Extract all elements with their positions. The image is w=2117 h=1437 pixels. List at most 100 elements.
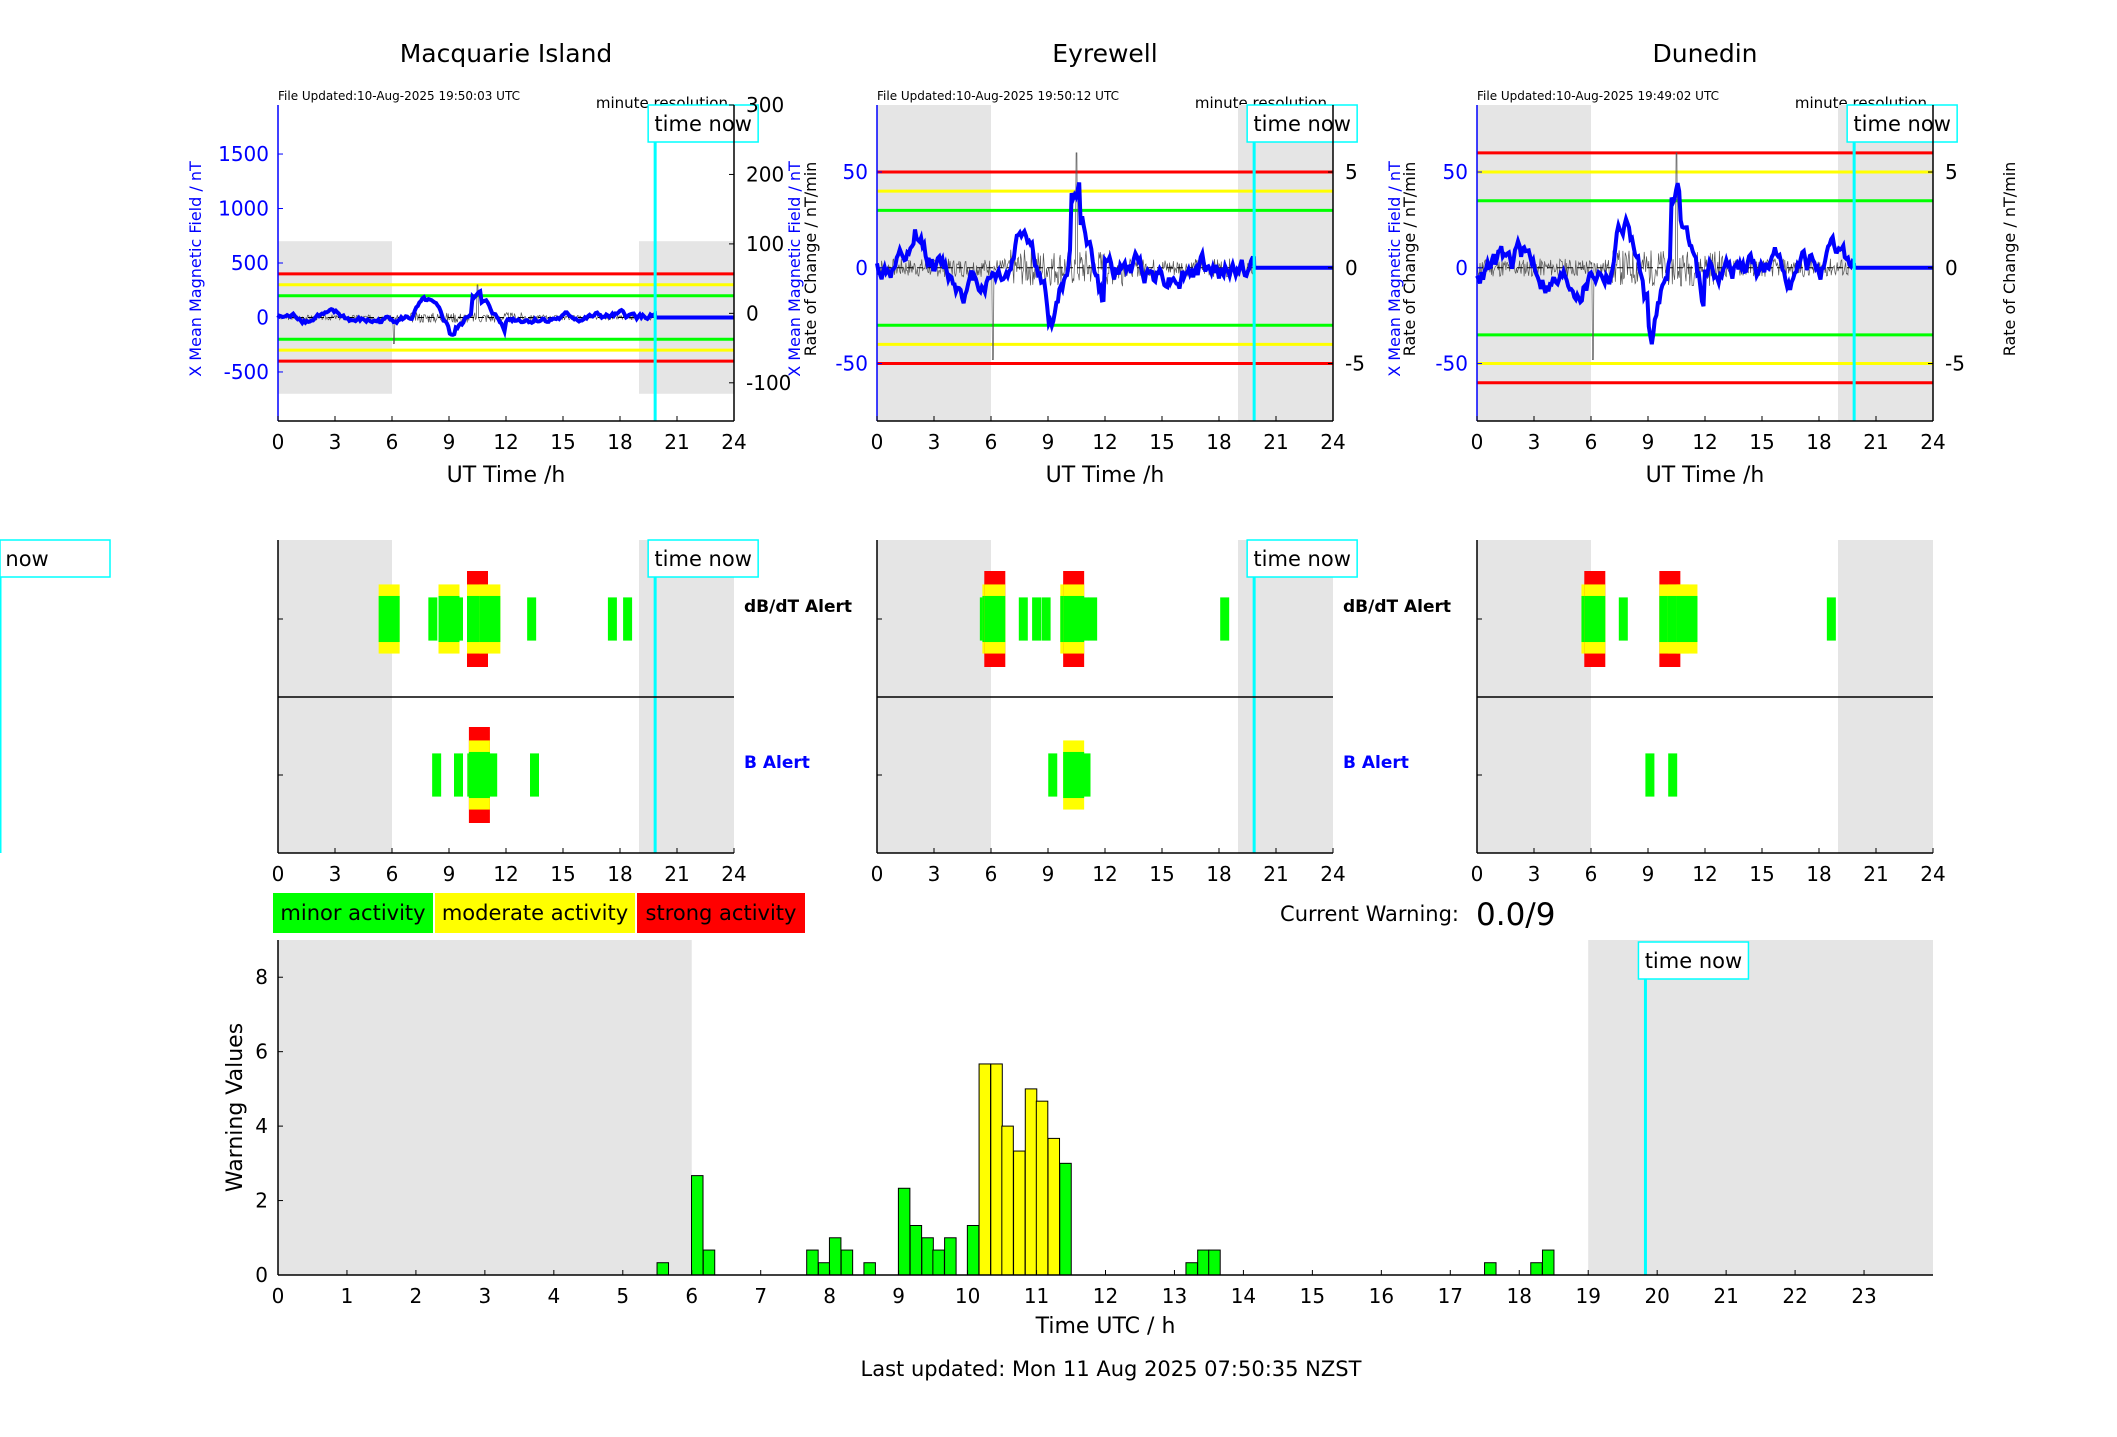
b-alert-bar-minor — [488, 753, 498, 797]
magnetometer-panels: Macquarie Island File Updated:10-Aug-2025… — [186, 39, 2019, 488]
x-tick-label: 6 — [985, 862, 998, 886]
x-tick-label: 12 — [1692, 430, 1717, 454]
left-y-axis-label: X Mean Magnetic Field / nT — [1385, 161, 1404, 377]
x-tick-label: 15 — [550, 862, 575, 886]
dbdt-bar-minor — [1584, 595, 1606, 643]
x-tick-label: 3 — [1528, 862, 1541, 886]
left-tick-label: 0 — [1455, 256, 1468, 280]
b-alert-bar-minor — [432, 753, 442, 797]
left-tick-label: 50 — [843, 160, 868, 184]
x-tick-label: 0 — [272, 862, 285, 886]
x-tick-label: 9 — [1642, 430, 1655, 454]
mean-field-trace — [1475, 182, 1857, 345]
dbdt-bar-minor — [479, 595, 501, 643]
x-tick-label: 0 — [1471, 862, 1484, 886]
x-tick-label: 0 — [1471, 430, 1484, 454]
y-tick-label: 4 — [255, 1114, 268, 1138]
x-tick-label: 3 — [1528, 430, 1541, 454]
x-tick-label: 15 — [1749, 862, 1774, 886]
time-now-label: time now — [1253, 547, 1350, 571]
footer-last-updated: Last updated: Mon 11 Aug 2025 07:50:35 N… — [861, 1357, 1362, 1381]
file-updated-text: File Updated:10-Aug-2025 19:49:02 UTC — [1477, 89, 1719, 103]
x-tick-label: 15 — [1149, 862, 1174, 886]
right-tick-label: 5 — [1945, 160, 1958, 184]
x-tick-label: 3 — [928, 430, 941, 454]
station-title: Dunedin — [1653, 39, 1758, 68]
time-now-label: time now — [1253, 112, 1350, 136]
y-tick-label: 6 — [255, 1040, 268, 1064]
x-tick-label: 8 — [823, 1284, 836, 1308]
x-tick-label: 3 — [329, 862, 342, 886]
time-now-box — [647, 104, 759, 143]
x-tick-label: 0 — [272, 430, 285, 454]
left-tick-label: -50 — [835, 352, 868, 376]
time-now-box — [1846, 104, 1958, 143]
dbdt-bar-minor — [428, 597, 438, 641]
x-tick-label: 3 — [479, 1284, 492, 1308]
legend-minor-label: minor activity — [280, 901, 425, 925]
warning-bar — [1185, 1262, 1198, 1276]
x-tick-label: 0 — [272, 1284, 285, 1308]
rate-of-change-trace — [1476, 152, 1855, 361]
station-panel: Macquarie Island File Updated:10-Aug-2025… — [186, 39, 820, 488]
current-warning-value: 0.0/9 — [1476, 897, 1555, 933]
left-tick-label: 50 — [1443, 160, 1468, 184]
b-alert-bar-minor — [1668, 753, 1678, 797]
x-tick-label: 24 — [1920, 862, 1945, 886]
warning-bar — [966, 1224, 980, 1276]
warning-bar — [828, 1237, 842, 1276]
x-tick-label: 9 — [1042, 430, 1055, 454]
left-tick-label: -500 — [224, 360, 269, 384]
legend-minor-swatch — [273, 893, 433, 933]
mean-field-trace — [875, 182, 1257, 334]
x-tick-label: 18 — [1507, 1284, 1532, 1308]
warning-bar — [1059, 1162, 1072, 1276]
x-tick-label: 9 — [1042, 862, 1055, 886]
dbdt-bar-minor — [1088, 597, 1098, 641]
left-tick-label: 1000 — [218, 197, 269, 221]
right-tick-label: -5 — [1345, 352, 1365, 376]
x-tick-label: 6 — [985, 430, 998, 454]
x-tick-label: 1 — [341, 1284, 354, 1308]
warning-bar — [656, 1262, 670, 1276]
right-tick-label: 5 — [1345, 160, 1358, 184]
x-tick-label: 24 — [1320, 862, 1345, 886]
b-alert-bar-minor — [1063, 751, 1085, 799]
warning-bar — [1001, 1125, 1014, 1276]
warning-bar — [702, 1249, 716, 1276]
station-title: Macquarie Island — [400, 39, 613, 68]
warning-bar — [1035, 1100, 1049, 1276]
x-tick-label: 15 — [1300, 1284, 1325, 1308]
b-alert-bar-minor — [1048, 753, 1058, 797]
b-alert-bar-minor — [454, 753, 463, 797]
x-tick-label: 12 — [1692, 862, 1717, 886]
x-tick-label: 16 — [1369, 1284, 1394, 1308]
warning-bar — [863, 1262, 876, 1276]
warning-bar — [944, 1237, 957, 1276]
time-now-label: time now — [1853, 112, 1950, 136]
dbdt-bar-minor — [387, 597, 397, 641]
x-tick-label: 7 — [754, 1284, 767, 1308]
x-tick-label: 12 — [1092, 430, 1117, 454]
warning-bar — [1047, 1137, 1061, 1276]
x-tick-label: 9 — [443, 430, 456, 454]
dbdt-bar-minor — [1063, 595, 1085, 643]
warning-bar — [909, 1224, 923, 1276]
x-tick-label: 21 — [664, 862, 689, 886]
warning-bar — [978, 1063, 992, 1276]
right-y-axis-label: Rate of Change / nT/min — [2000, 162, 2019, 357]
x-tick-label: 24 — [721, 430, 746, 454]
y-tick-label: 2 — [255, 1189, 268, 1213]
x-tick-label: 18 — [607, 862, 632, 886]
mean-field-trace — [276, 288, 658, 339]
x-axis-label: UT Time /h — [1046, 463, 1165, 488]
x-tick-label: 0 — [871, 862, 884, 886]
x-tick-label: 3 — [329, 430, 342, 454]
x-tick-label: 12 — [493, 430, 518, 454]
warning-bar — [806, 1249, 819, 1276]
y-tick-label: 8 — [255, 965, 268, 989]
x-tick-label: 15 — [1149, 430, 1174, 454]
x-tick-label: 10 — [955, 1284, 980, 1308]
x-tick-label: 21 — [1863, 862, 1888, 886]
right-tick-label: 300 — [746, 93, 784, 117]
